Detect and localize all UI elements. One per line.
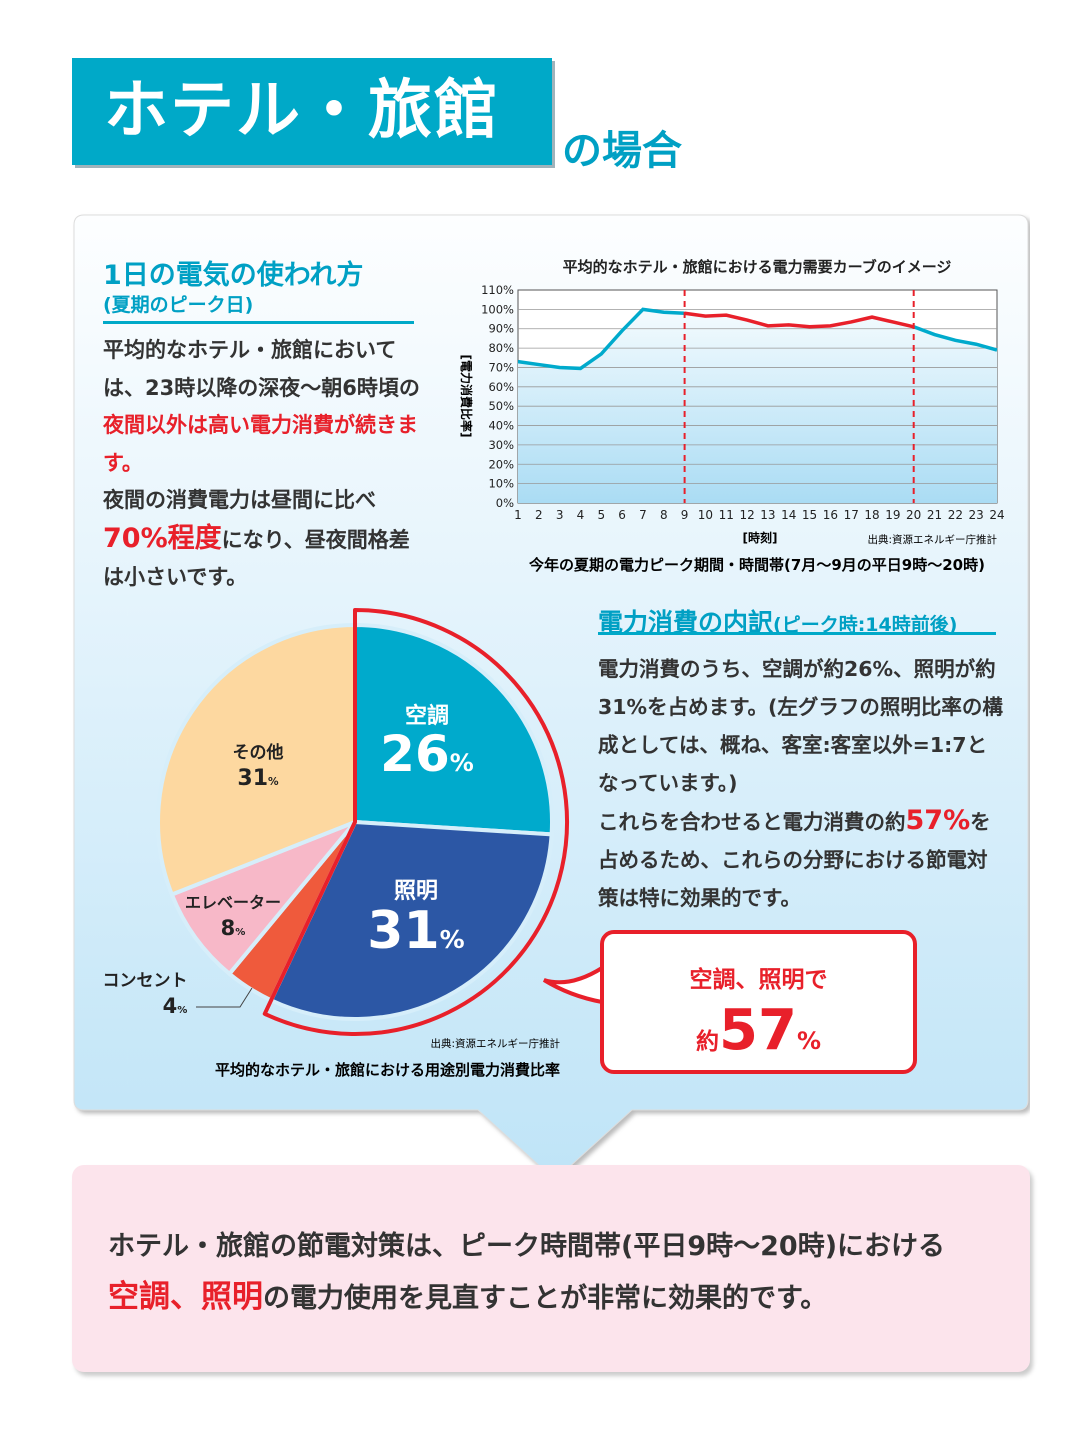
x-tick-label: 8 — [660, 508, 668, 522]
y-tick-label: 100% — [481, 302, 514, 316]
y-axis-label: [電力消費比率] — [459, 355, 474, 438]
x-tick-label: 15 — [802, 508, 817, 522]
x-tick-label: 21 — [927, 508, 942, 522]
section-heading: 1日の電気の使われ方 — [103, 260, 364, 291]
series-line-offpeak — [913, 325, 998, 352]
title-box: ホテル・旅館 — [72, 58, 552, 165]
x-tick-label: 7 — [639, 508, 647, 522]
divider — [103, 321, 414, 324]
text: 平均的なホテル・旅館においては、23時以降の深夜〜朝6時頃の — [103, 338, 420, 400]
callout-value: 57 — [719, 998, 797, 1063]
x-tick-label: 6 — [618, 508, 626, 522]
y-tick-label: 20% — [488, 457, 514, 471]
highlight-text: 夜間以外は高い電力消費が続きます。 — [103, 413, 418, 475]
y-tick-label: 40% — [488, 419, 514, 433]
highlight-text: 空調、照明 — [108, 1279, 263, 1315]
x-tick-label: 2 — [535, 508, 543, 522]
x-tick-label: 5 — [597, 508, 605, 522]
chart-title: 平均的なホテル・旅館における電力需要カーブのイメージ — [563, 258, 952, 276]
x-tick-label: 14 — [781, 508, 796, 522]
percent-unit: % — [440, 925, 465, 954]
leader-line — [196, 987, 253, 1008]
y-tick-label: 60% — [488, 380, 514, 394]
y-tick-label: 30% — [488, 438, 514, 452]
x-tick-label: 19 — [885, 508, 900, 522]
x-tick-label: 22 — [948, 508, 963, 522]
percent-unit: % — [268, 776, 279, 788]
page-title: ホテル・旅館 — [104, 74, 500, 148]
x-tick-label: 1 — [514, 508, 522, 522]
y-tick-label: 90% — [488, 322, 514, 336]
line-chart: 0%10%20%30%40%50%60%70%80%90%100%110%1 2 3… — [459, 258, 1005, 574]
section-subheading: (夏期のピーク日) — [103, 294, 254, 316]
slice-label: コンセント — [103, 971, 188, 991]
x-tick-label: 24 — [989, 508, 1004, 522]
pie-slice — [156, 622, 357, 898]
percent-unit: % — [235, 927, 245, 938]
pie-chart: 空調26%照明31%コンセント4%エレベーター8%その他31%出典:資源エネルギ… — [103, 608, 569, 1079]
callout-text: 空調、照明で — [689, 967, 828, 993]
y-tick-label: 10% — [488, 477, 514, 491]
series-line-peak — [684, 311, 915, 329]
chart-caption: 今年の夏期の電力ピーク期間・時間帯(7月〜9月の平日9時〜20時) — [528, 556, 985, 574]
x-axis-label: [時刻] — [743, 530, 778, 545]
text: 電力消費のうち、空調が約26%、照明が約31%を占めます。(左グラフの照明比率の… — [598, 657, 1003, 795]
chart-caption: 平均的なホテル・旅館における用途別電力消費比率 — [215, 1061, 560, 1079]
pie-slice — [353, 622, 554, 837]
x-tick-label: 11 — [719, 508, 734, 522]
pie-slice — [268, 819, 554, 1021]
slice-label: 空調 — [405, 703, 449, 729]
heading-sub: (ピーク時:14時前後) — [773, 614, 958, 636]
summary-panel — [72, 1165, 1030, 1372]
summary-line: の電力使用を見直すことが非常に効果的です。 — [263, 1283, 828, 1314]
text: になり、昼夜間格差は小さいです。 — [103, 527, 410, 590]
text: 夜間の消費電力は昼間に比べ — [103, 488, 376, 512]
highlight-outline — [262, 608, 569, 1036]
callout-box: 空調、照明で 約57% — [600, 930, 917, 1074]
x-tick-label: 16 — [823, 508, 838, 522]
callout-tail — [542, 966, 604, 1004]
text: これらを合わせると電力消費の約 — [598, 810, 906, 834]
text: を占めるため、これらの分野における節電対策は特に効果的です。 — [598, 810, 991, 910]
x-tick-label: 13 — [760, 508, 775, 522]
y-tick-label: 0% — [496, 496, 514, 510]
x-tick-label: 23 — [969, 508, 984, 522]
slice-label: エレベーター — [185, 893, 281, 912]
slice-value: 26% — [380, 725, 474, 783]
x-tick-label: 18 — [864, 508, 879, 522]
summary-line: ホテル・旅館の節電対策は、ピーク時間帯(平日9時〜20時)における — [108, 1231, 946, 1262]
right-description: 電力消費のうち、空調が約26%、照明が約31%を占めます。(左グラフの照明比率の… — [598, 650, 1003, 917]
title-suffix: の場合 — [562, 128, 682, 174]
summary-text: ホテル・旅館の節電対策は、ピーク時間帯(平日9時〜20時)における 空調、照明の… — [108, 1222, 945, 1324]
x-tick-label: 12 — [739, 508, 754, 522]
callout-unit: % — [796, 1027, 821, 1055]
percent-unit: % — [450, 749, 474, 777]
chart-source: 出典:資源エネルギー庁推計 — [430, 1037, 560, 1050]
y-tick-label: 80% — [488, 341, 514, 355]
y-tick-label: 70% — [488, 360, 514, 374]
highlight-text: 57% — [905, 805, 971, 836]
x-tick-label: 10 — [698, 508, 713, 522]
slice-label: 照明 — [394, 879, 438, 904]
x-tick-label: 17 — [844, 508, 859, 522]
y-tick-label: 50% — [488, 399, 514, 413]
y-tick-label: 110% — [481, 283, 514, 297]
slice-label: その他 — [233, 742, 284, 763]
x-tick-label: 20 — [906, 508, 921, 522]
slice-value: 4% — [163, 994, 188, 1018]
x-tick-label: 4 — [577, 508, 585, 522]
percent-unit: % — [177, 1005, 187, 1016]
divider — [598, 632, 996, 635]
x-tick-label: 9 — [681, 508, 689, 522]
callout-prefix: 約 — [696, 1029, 719, 1055]
x-tick-label: 3 — [556, 508, 564, 522]
highlight-text: 70%程度 — [103, 522, 222, 554]
left-description: 平均的なホテル・旅館においては、23時以降の深夜〜朝6時頃の夜間以外は高い電力消… — [103, 332, 423, 597]
series-line-offpeak — [517, 307, 685, 371]
chart-source: 出典:資源エネルギー庁推計 — [867, 533, 997, 546]
